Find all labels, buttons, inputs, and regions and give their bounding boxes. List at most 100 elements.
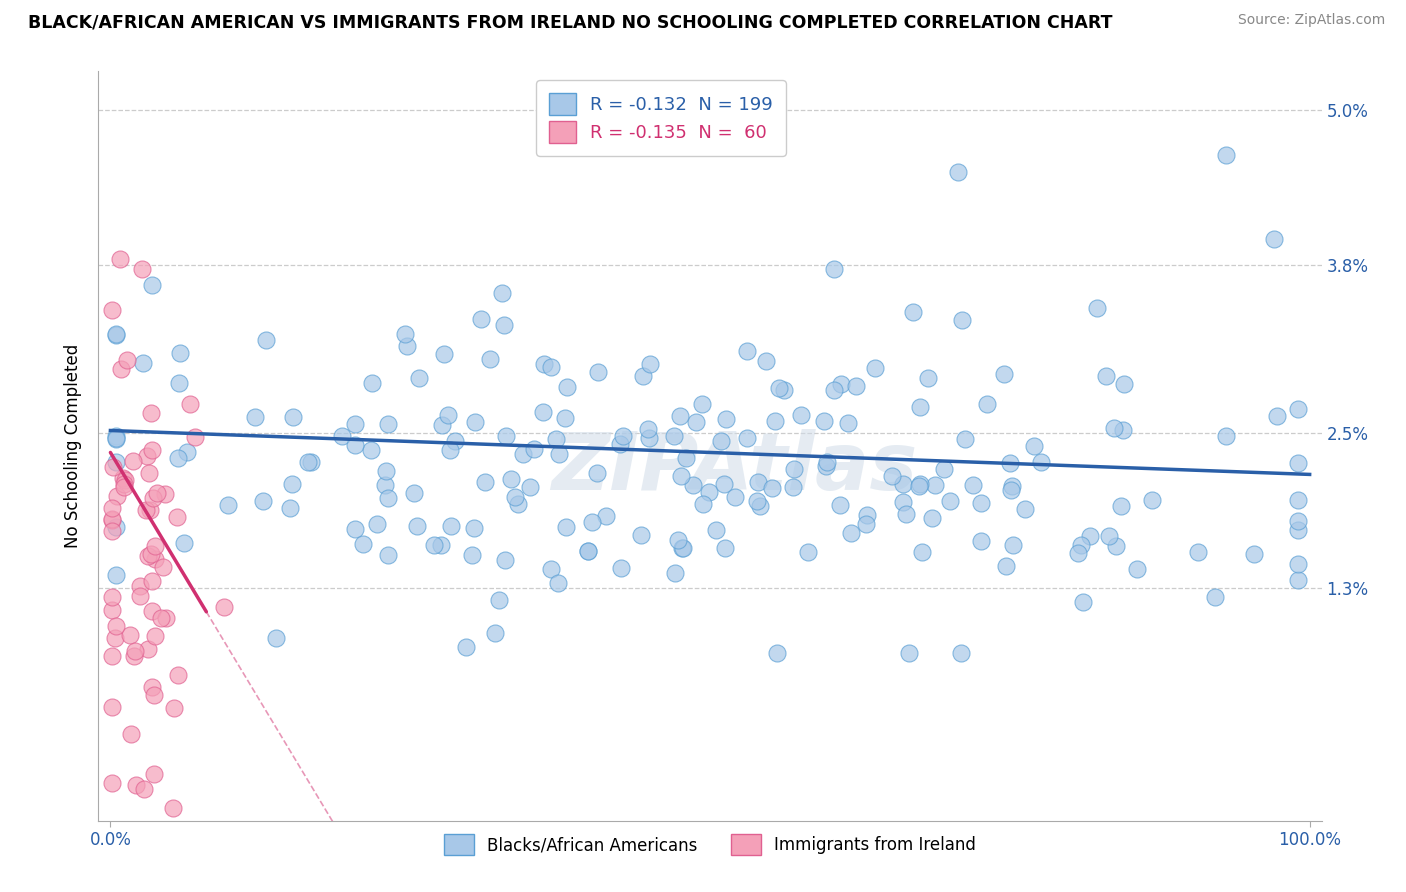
- Point: [697, 484, 720, 499]
- Point: [142, 491, 165, 505]
- Point: [955, 432, 977, 446]
- Point: [548, 447, 571, 461]
- Point: [612, 429, 634, 443]
- Point: [243, 410, 266, 425]
- Point: [1114, 376, 1136, 391]
- Point: [664, 566, 686, 581]
- Point: [139, 547, 162, 561]
- Point: [121, 454, 143, 468]
- Point: [544, 432, 567, 446]
- Point: [747, 475, 769, 489]
- Point: [162, 801, 184, 815]
- Point: [789, 408, 811, 422]
- Point: [377, 491, 399, 505]
- Point: [100, 648, 122, 663]
- Point: [135, 449, 157, 463]
- Point: [141, 406, 163, 420]
- Point: [143, 766, 166, 780]
- Point: [478, 352, 501, 367]
- Point: [880, 469, 903, 483]
- Point: [595, 509, 617, 524]
- Point: [100, 512, 122, 526]
- Point: [252, 494, 274, 508]
- Point: [675, 451, 697, 466]
- Point: [132, 781, 155, 796]
- Point: [360, 442, 382, 457]
- Point: [430, 538, 453, 552]
- Point: [1286, 514, 1309, 528]
- Point: [212, 600, 235, 615]
- Point: [115, 352, 138, 367]
- Point: [155, 610, 177, 624]
- Point: [856, 508, 879, 523]
- Point: [278, 500, 301, 515]
- Point: [896, 507, 918, 521]
- Point: [813, 414, 835, 428]
- Point: [554, 519, 576, 533]
- Point: [1022, 439, 1045, 453]
- Point: [408, 371, 430, 385]
- Point: [939, 493, 962, 508]
- Point: [932, 462, 955, 476]
- Point: [484, 626, 506, 640]
- Point: [491, 285, 513, 300]
- Point: [633, 369, 655, 384]
- Point: [141, 442, 163, 457]
- Point: [1286, 523, 1309, 537]
- Point: [474, 475, 496, 489]
- Point: [254, 333, 277, 347]
- Point: [823, 262, 845, 277]
- Point: [169, 345, 191, 359]
- Point: [105, 431, 128, 445]
- Point: [578, 544, 600, 558]
- Point: [330, 429, 353, 443]
- Point: [299, 455, 322, 469]
- Point: [1204, 590, 1226, 604]
- Point: [815, 455, 838, 469]
- Point: [815, 459, 838, 474]
- Point: [454, 640, 477, 654]
- Point: [637, 430, 659, 444]
- Point: [523, 442, 546, 456]
- Point: [423, 538, 446, 552]
- Point: [547, 575, 569, 590]
- Point: [692, 497, 714, 511]
- Point: [297, 454, 319, 468]
- Point: [1073, 595, 1095, 609]
- Point: [1078, 529, 1101, 543]
- Point: [710, 434, 733, 449]
- Point: [783, 461, 806, 475]
- Point: [470, 312, 492, 326]
- Point: [184, 429, 207, 443]
- Point: [112, 470, 135, 484]
- Point: [105, 568, 128, 582]
- Point: [494, 553, 516, 567]
- Text: BLACK/AFRICAN AMERICAN VS IMMIGRANTS FROM IRELAND NO SCHOOLING COMPLETED CORRELA: BLACK/AFRICAN AMERICAN VS IMMIGRANTS FRO…: [28, 13, 1112, 31]
- Point: [907, 479, 929, 493]
- Point: [141, 277, 163, 292]
- Point: [100, 513, 122, 527]
- Point: [105, 618, 128, 632]
- Point: [1286, 456, 1309, 470]
- Point: [763, 414, 786, 428]
- Point: [433, 347, 456, 361]
- Point: [555, 380, 578, 394]
- Point: [143, 629, 166, 643]
- Point: [1286, 493, 1309, 508]
- Point: [506, 497, 529, 511]
- Point: [281, 409, 304, 424]
- Point: [396, 339, 419, 353]
- Point: [143, 551, 166, 566]
- Point: [142, 689, 165, 703]
- Point: [1142, 493, 1164, 508]
- Point: [280, 476, 302, 491]
- Point: [845, 378, 868, 392]
- Point: [124, 644, 146, 658]
- Point: [135, 503, 157, 517]
- Point: [898, 646, 921, 660]
- Point: [114, 473, 136, 487]
- Point: [903, 305, 925, 319]
- Point: [406, 518, 429, 533]
- Point: [531, 405, 554, 419]
- Point: [166, 667, 188, 681]
